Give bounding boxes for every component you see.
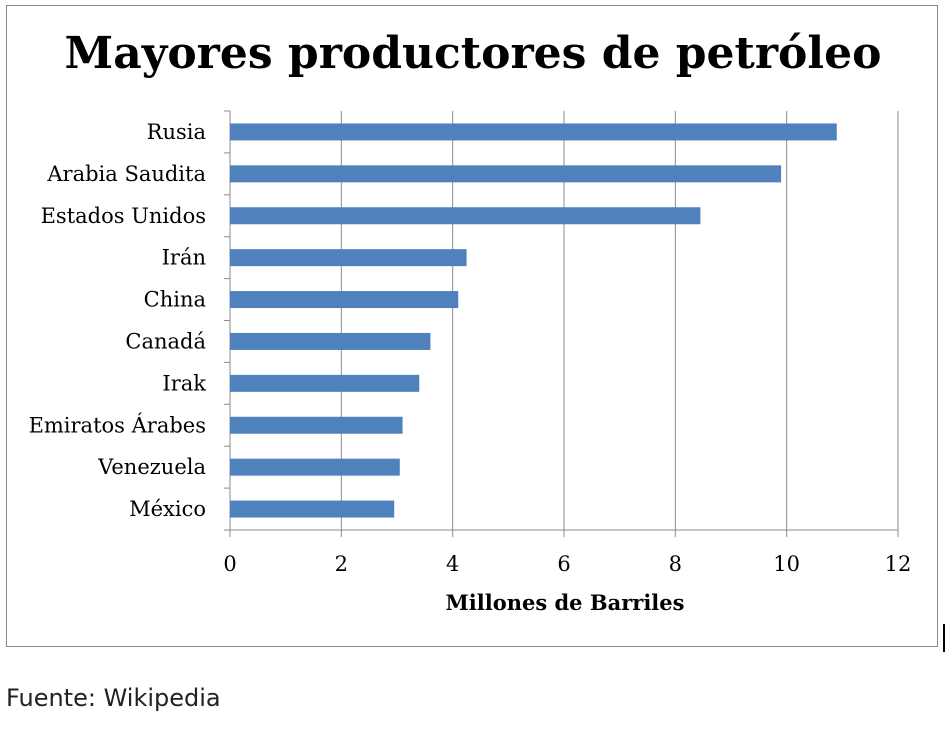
- category-label: Arabia Saudita: [46, 162, 206, 186]
- x-tick-label: 12: [885, 552, 912, 576]
- x-tick-label: 4: [446, 552, 459, 576]
- bar: [230, 165, 782, 183]
- x-tick-label: 2: [335, 552, 348, 576]
- category-label: Estados Unidos: [41, 204, 206, 228]
- x-tick-label: 10: [773, 552, 800, 576]
- bar: [230, 123, 837, 141]
- bar: [230, 416, 403, 434]
- bar: [230, 458, 400, 476]
- category-label: Venezuela: [97, 455, 206, 479]
- chart-title: Mayores productores de petróleo: [65, 28, 882, 79]
- x-tick-label: 8: [669, 552, 682, 576]
- bar: [230, 207, 701, 225]
- x-tick-label: 0: [223, 552, 236, 576]
- bar: [230, 374, 420, 392]
- category-label: Canadá: [125, 329, 206, 353]
- bar: [230, 500, 395, 518]
- chart-frame: [6, 5, 938, 647]
- category-label: Rusia: [147, 120, 206, 144]
- category-label: Irán: [162, 246, 206, 270]
- source-note: Fuente: Wikipedia: [6, 684, 221, 712]
- x-tick-label: 6: [557, 552, 570, 576]
- x-axis-title: Millones de Barriles: [446, 590, 685, 615]
- x-tick-labels: 0 2 4 6 8 10 12: [223, 552, 911, 576]
- bars: [230, 123, 837, 518]
- category-label: China: [144, 288, 206, 312]
- bar: [230, 291, 459, 309]
- bar: [230, 249, 467, 267]
- category-label: México: [129, 497, 206, 521]
- category-label: Irak: [162, 371, 206, 395]
- category-labels: Rusia Arabia Saudita Estados Unidos Irán Chi…: [29, 120, 207, 521]
- bar: [230, 332, 431, 350]
- text-cursor: [943, 624, 945, 652]
- category-label: Emiratos Árabes: [29, 413, 206, 437]
